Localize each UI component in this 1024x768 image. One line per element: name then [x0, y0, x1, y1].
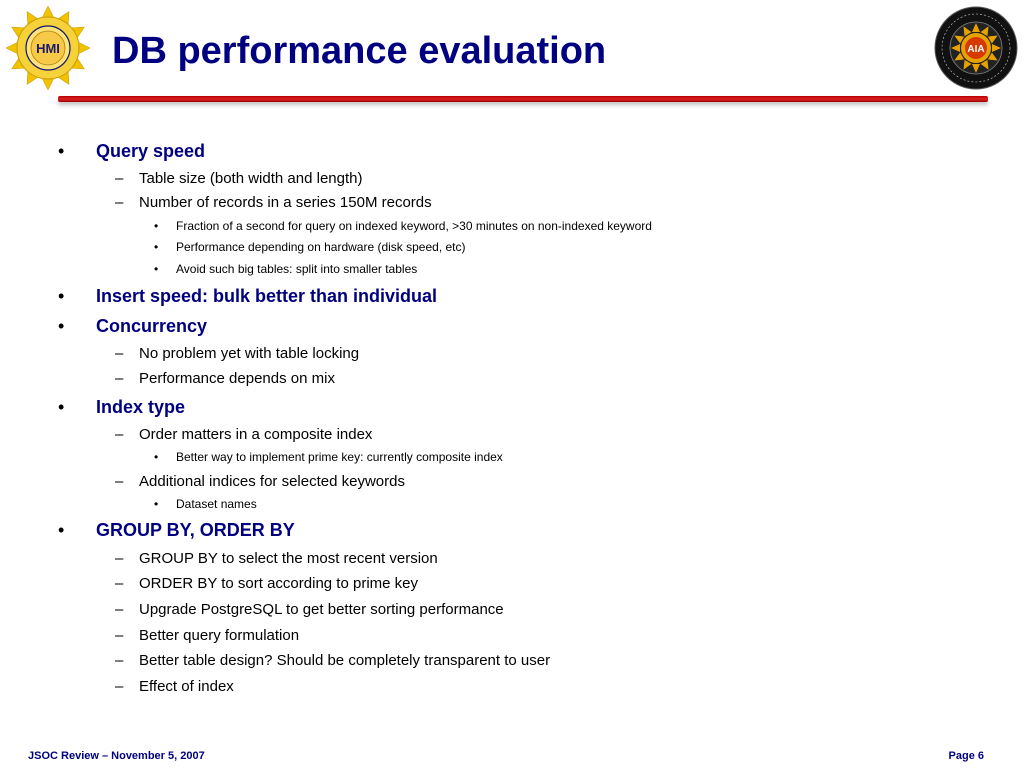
bullet-text: Order matters in a composite index [139, 426, 373, 443]
bullet-mark: – [115, 575, 124, 592]
bullet-text: Avoid such big tables: split into smalle… [176, 262, 418, 276]
bullet-mark: – [115, 473, 124, 490]
bullet-item: • Performance depending on hardware (dis… [154, 240, 466, 254]
bullet-item: – ORDER BY to sort according to prime ke… [115, 575, 418, 593]
bullet-item: – Upgrade PostgreSQL to get better sorti… [115, 601, 504, 619]
slide-title: DB performance evaluation [112, 30, 607, 72]
bullet-item: • GROUP BY, ORDER BY [58, 520, 295, 540]
bullet-text: Fraction of a second for query on indexe… [176, 219, 652, 233]
bullet-mark: – [115, 550, 124, 567]
bullet-text: Insert speed: bulk better than individua… [96, 286, 438, 306]
aia-logo-text: AIA [967, 44, 984, 55]
bullet-text: GROUP BY, ORDER BY [96, 520, 295, 540]
bullet-text: GROUP BY to select the most recent versi… [139, 550, 438, 567]
bullet-text: Table size (both width and length) [139, 170, 363, 187]
bullet-item: • Better way to implement prime key: cur… [154, 450, 503, 464]
bullet-text: Better table design? Should be completel… [139, 652, 551, 669]
bullet-mark: • [154, 219, 159, 233]
bullet-text: Effect of index [139, 678, 234, 695]
bullet-item: – Effect of index [115, 678, 234, 696]
bullet-text: ORDER BY to sort according to prime key [139, 575, 418, 592]
bullet-item: • Insert speed: bulk better than individ… [58, 286, 438, 306]
bullet-text: Number of records in a series 150M recor… [139, 194, 432, 211]
footer-event: JSOC Review – November 5, 2007 [28, 750, 205, 762]
bullet-mark: • [154, 497, 159, 511]
bullet-item: – Performance depends on mix [115, 370, 335, 388]
bullet-item: – Order matters in a composite index [115, 426, 373, 444]
bullet-mark: • [154, 450, 159, 464]
bullet-item: • Query speed [58, 141, 206, 161]
bullet-item: – No problem yet with table locking [115, 345, 360, 363]
bullet-text: Dataset names [176, 497, 257, 511]
bullet-text: Query speed [96, 141, 206, 161]
bullet-mark: • [58, 316, 65, 336]
bullet-mark: • [154, 240, 159, 254]
bullet-item: – GROUP BY to select the most recent ver… [115, 550, 438, 568]
bullet-item: • Fraction of a second for query on inde… [154, 219, 652, 233]
bullet-text: Concurrency [96, 316, 208, 336]
bullet-text: No problem yet with table locking [139, 345, 360, 362]
bullet-item: • Dataset names [154, 497, 257, 511]
bullet-text: Additional indices for selected keywords [139, 473, 405, 490]
bullet-text: Index type [96, 397, 186, 417]
bullet-mark: – [115, 194, 124, 211]
bullet-text: Better way to implement prime key: curre… [176, 450, 503, 464]
bullet-item: – Better query formulation [115, 627, 300, 645]
hmi-logo-text: HMI [36, 41, 60, 56]
bullet-item: – Additional indices for selected keywor… [115, 473, 405, 491]
bullet-text: Upgrade PostgreSQL to get better sorting… [139, 601, 504, 618]
bullet-item: – Number of records in a series 150M rec… [115, 194, 432, 212]
bullet-item: • Index type [58, 397, 186, 417]
hmi-logo-icon: HMI [5, 5, 91, 91]
title-divider [58, 96, 988, 102]
bullet-mark: – [115, 652, 124, 669]
bullet-text: Performance depends on mix [139, 370, 335, 387]
bullet-mark: – [115, 678, 124, 695]
bullet-mark: • [58, 141, 65, 161]
bullet-item: – Table size (both width and length) [115, 170, 363, 188]
footer-page-number: Page 6 [948, 750, 984, 762]
bullet-item: • Avoid such big tables: split into smal… [154, 262, 418, 276]
bullet-text: Performance depending on hardware (disk … [176, 240, 466, 254]
bullet-mark: – [115, 370, 124, 387]
aia-logo-icon: AIA [934, 6, 1018, 90]
bullet-text: Better query formulation [139, 627, 300, 644]
bullet-mark: – [115, 426, 124, 443]
bullet-mark: • [58, 286, 65, 306]
bullet-mark: • [58, 520, 65, 540]
bullet-item: • Concurrency [58, 316, 208, 336]
bullet-mark: – [115, 170, 124, 187]
bullet-mark: – [115, 601, 124, 618]
bullet-mark: – [115, 345, 124, 362]
bullet-mark: • [58, 397, 65, 417]
bullet-item: – Better table design? Should be complet… [115, 652, 551, 670]
bullet-mark: – [115, 627, 124, 644]
bullet-mark: • [154, 262, 159, 276]
